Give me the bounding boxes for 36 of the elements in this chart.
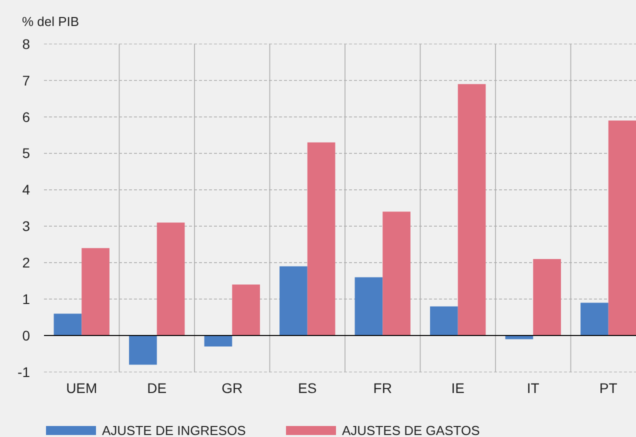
bar: [54, 314, 82, 336]
x-tick-label: FR: [373, 380, 392, 396]
bar: [156, 222, 185, 336]
bar: [204, 336, 232, 346]
bar: [129, 336, 157, 365]
y-tick-label: 7: [22, 72, 30, 88]
bar: [580, 302, 608, 336]
bar: [280, 266, 308, 336]
x-tick-label: PT: [599, 380, 618, 396]
y-axis-title: % del PIB: [22, 14, 80, 29]
bar: [608, 120, 636, 336]
x-tick-label: IT: [526, 380, 540, 396]
bar: [307, 142, 336, 336]
x-tick-label: GR: [222, 380, 243, 396]
bar: [430, 306, 458, 336]
x-tick-label: ES: [298, 380, 317, 396]
x-tick-label: IE: [451, 380, 464, 396]
bar: [533, 259, 561, 336]
y-tick-label: 5: [22, 145, 30, 162]
legend-label: AJUSTES DE GASTOS: [342, 423, 480, 437]
bar: [232, 284, 260, 336]
y-tick-label: 1: [22, 291, 30, 308]
bar: [458, 84, 486, 336]
y-tick-label: 0: [22, 327, 30, 344]
bar: [382, 212, 410, 336]
y-tick-label: 8: [22, 36, 30, 52]
x-tick-label: DE: [147, 380, 167, 396]
y-tick-label: 6: [22, 108, 30, 125]
x-tick-label: UEM: [66, 380, 98, 396]
bar: [82, 248, 110, 336]
y-tick-label: 2: [22, 254, 30, 271]
y-tick-label: 4: [22, 182, 30, 198]
legend-label: AJUSTE DE INGRESOS: [102, 423, 246, 437]
bar: [354, 277, 383, 336]
y-tick-label: 3: [22, 218, 30, 234]
y-tick-label: -1: [18, 364, 30, 380]
